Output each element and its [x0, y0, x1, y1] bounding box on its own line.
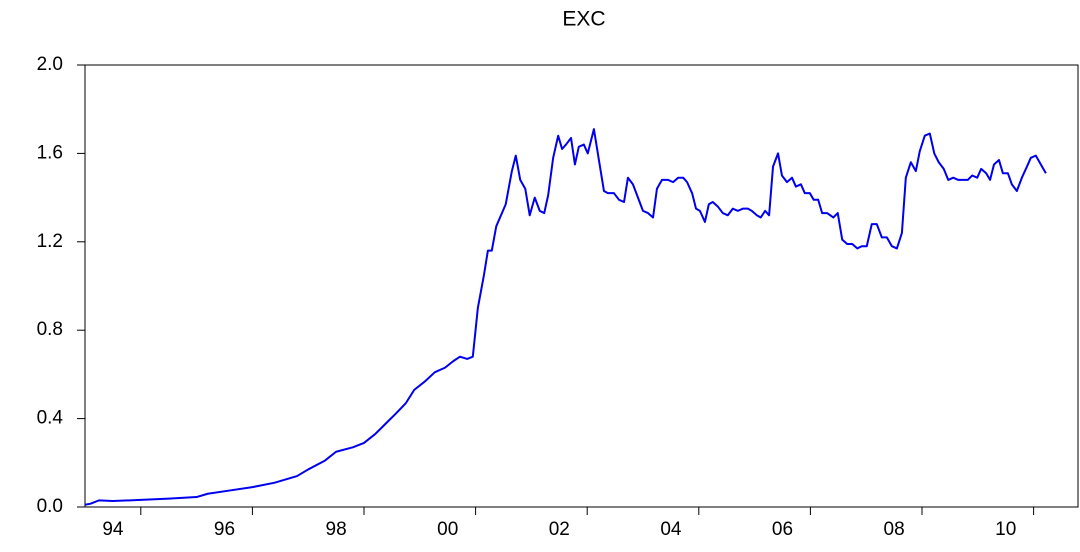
x-tick-label: 96 [214, 519, 235, 540]
x-tick-label: 94 [102, 519, 124, 540]
y-tick-label: 0.0 [37, 496, 63, 517]
x-tick-label: 08 [884, 519, 905, 540]
x-tick-label: 98 [326, 519, 347, 540]
y-tick-label: 1.2 [37, 231, 63, 252]
x-tick-label: 04 [660, 519, 682, 540]
chart-title: EXC [562, 8, 605, 31]
x-tick-label: 00 [437, 519, 458, 540]
x-tick-label: 10 [995, 519, 1016, 540]
y-tick-label: 1.6 [37, 142, 63, 163]
y-tick-label: 2.0 [37, 54, 63, 75]
y-tick-label: 0.8 [37, 319, 63, 340]
plot-frame [84, 64, 1079, 508]
line-series [84, 128, 1047, 506]
x-tick-label: 06 [772, 519, 793, 540]
y-tick-label: 0.4 [37, 408, 64, 429]
x-tick-label: 02 [549, 519, 570, 540]
